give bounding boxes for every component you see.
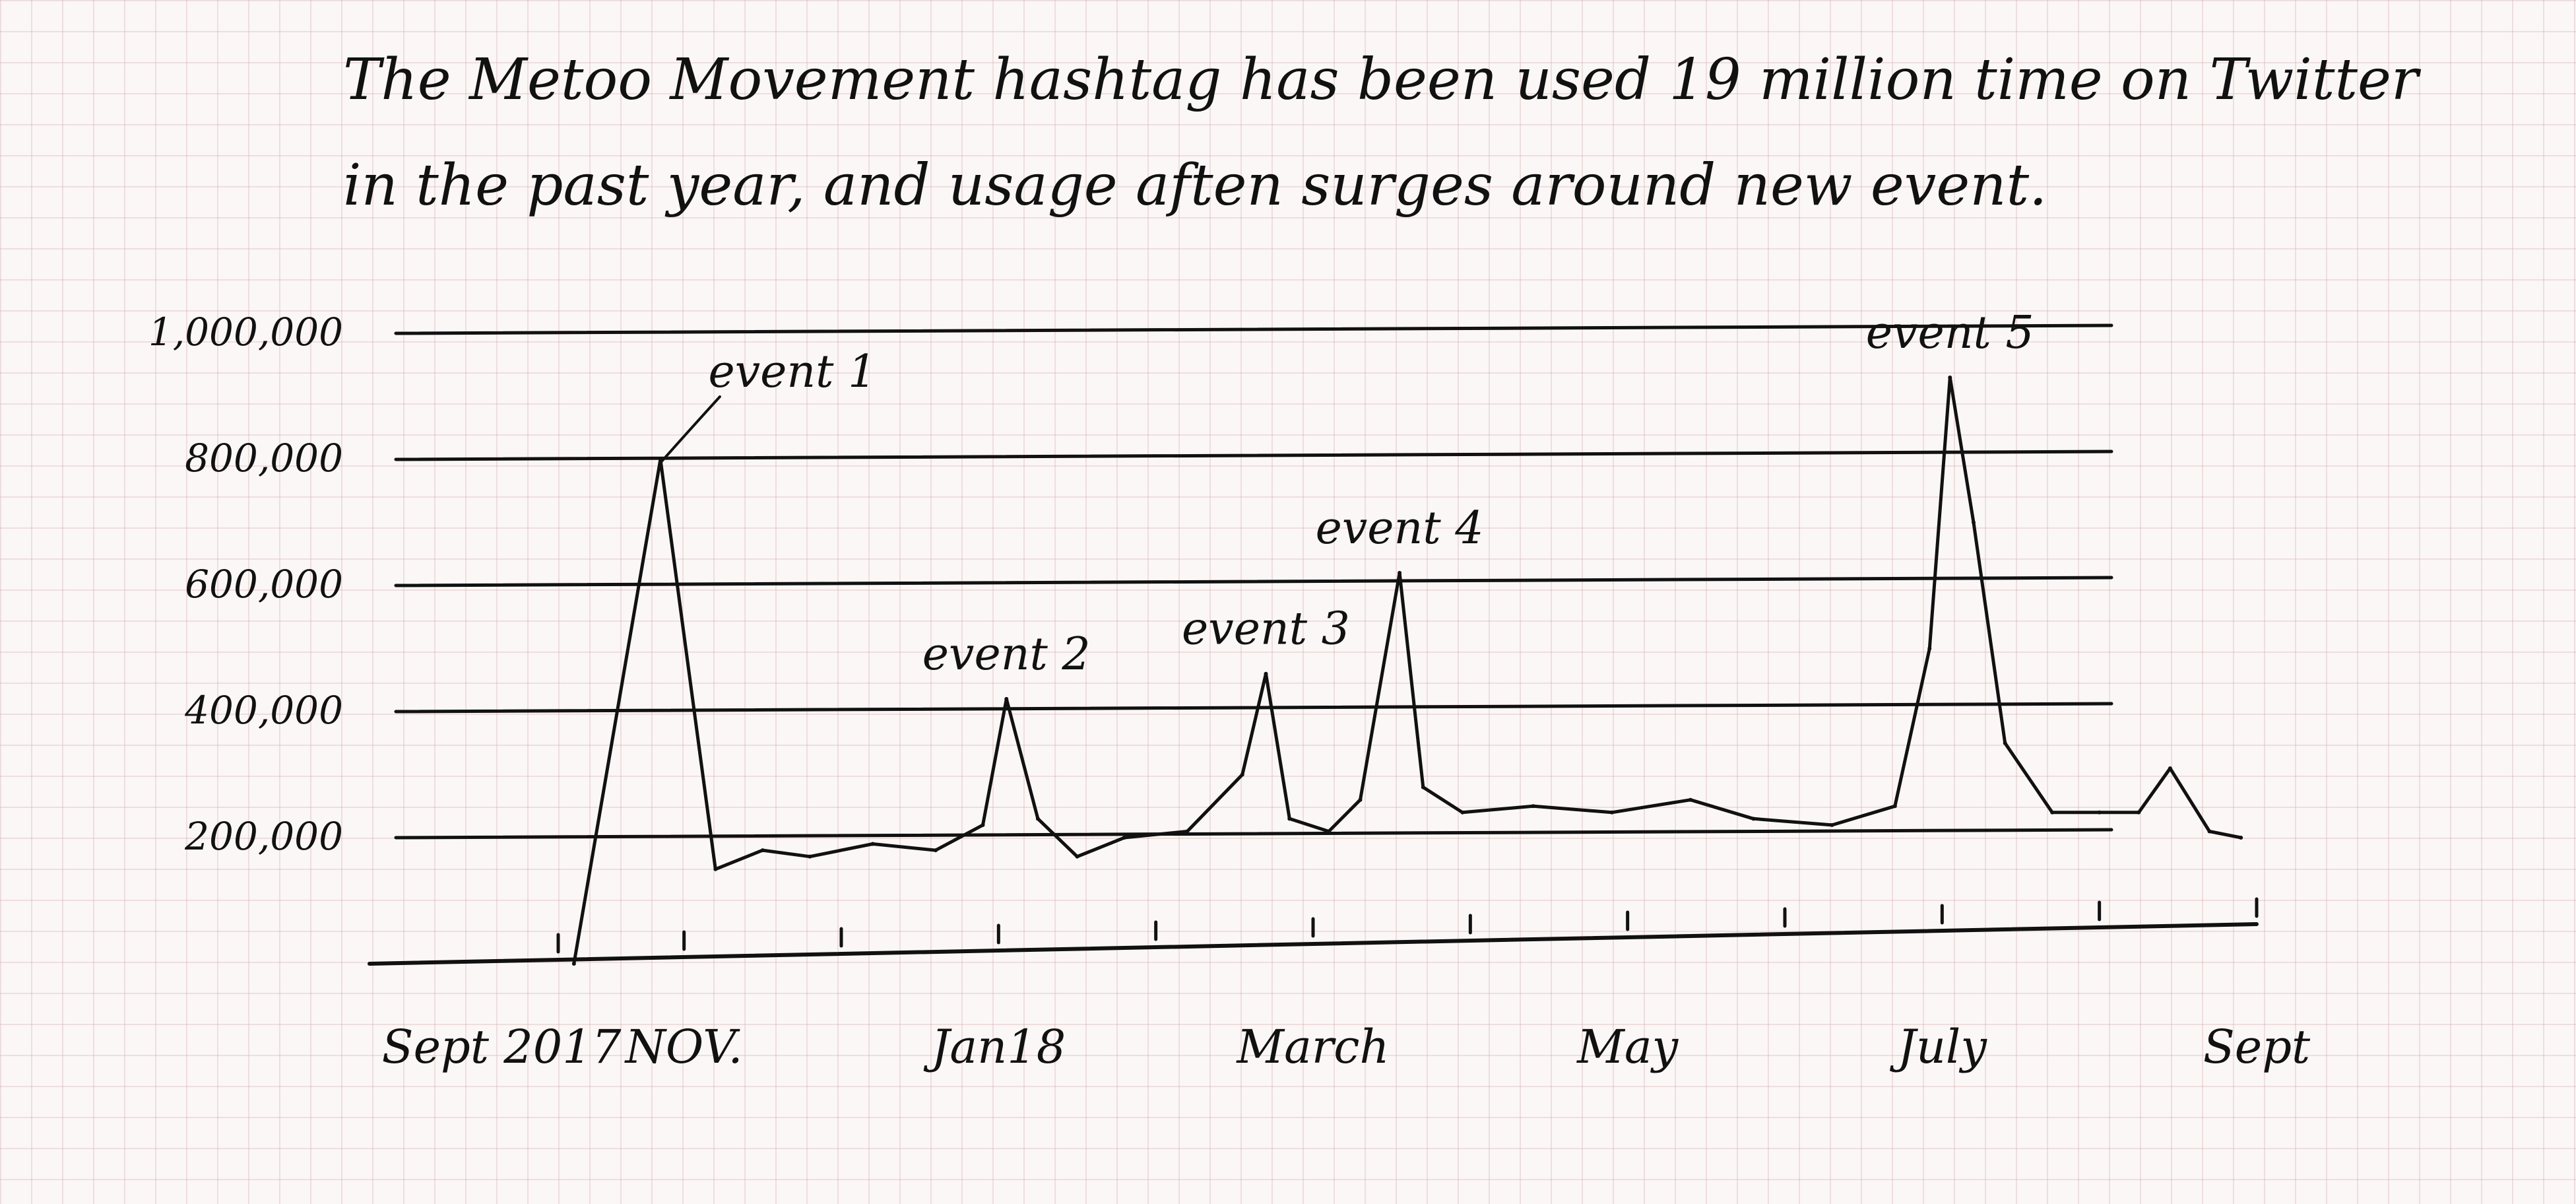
- x-tick-label: Jan18: [923, 1020, 1066, 1074]
- data-point: [1927, 646, 1932, 651]
- data-point: [2168, 766, 2172, 770]
- y-tick-label: 1,000,000: [148, 310, 343, 354]
- data-point: [571, 962, 576, 966]
- data-point: [808, 854, 812, 859]
- data-point: [1892, 804, 1897, 809]
- data-point: [981, 822, 985, 827]
- annotation-leader: [659, 395, 721, 464]
- annotation-label: event 2: [922, 628, 1091, 681]
- data-point: [1830, 822, 1834, 827]
- data-point: [1689, 797, 1692, 802]
- annotation-label: event 4: [1316, 502, 1484, 554]
- data-point: [1004, 696, 1009, 701]
- data-point: [2137, 810, 2141, 815]
- gridline-200,000: [394, 828, 2113, 840]
- y-tick-label: 800,000: [185, 436, 343, 481]
- data-point: [2050, 810, 2055, 815]
- x-axis-line: [368, 922, 2259, 966]
- data-point: [2239, 836, 2243, 840]
- x-tick-label: March: [1235, 1020, 1389, 1074]
- annotation-label: event 3: [1182, 603, 1350, 655]
- data-point: [1358, 797, 1363, 802]
- data-point: [1948, 375, 1952, 380]
- gridline-1,000,000: [394, 323, 2113, 335]
- data-point: [1460, 810, 1465, 815]
- data-point: [2003, 741, 2007, 745]
- data-point: [934, 848, 938, 853]
- data-point: [1035, 817, 1040, 821]
- event-annotations: event 1 event 2 event 3 event 4 event 5: [659, 307, 2034, 681]
- data-point: [1531, 804, 1535, 809]
- line-series: [571, 375, 2243, 966]
- y-tick-labels: 200,000 400,000 600,000 800,000 1,000,000: [148, 310, 343, 859]
- data-point: [1287, 817, 1292, 821]
- x-axis: [368, 897, 2259, 966]
- data-point: [1075, 854, 1079, 859]
- x-tick-label: NOV.: [624, 1020, 743, 1074]
- data-point: [1398, 570, 1402, 575]
- x-tick-label: July: [1890, 1020, 1988, 1074]
- gridline-800,000: [394, 450, 2113, 461]
- data-point: [713, 867, 718, 871]
- data-point: [1609, 810, 1614, 815]
- data-point: [1185, 829, 1190, 834]
- data-point: [1326, 829, 1331, 834]
- annotation-label: event 1: [708, 346, 876, 398]
- chart-title-line-2: in the past year, and usage aften surges…: [343, 152, 2047, 218]
- y-tick-label: 200,000: [184, 814, 343, 859]
- x-tick-label: Sept 2017: [382, 1020, 622, 1074]
- data-point: [2207, 829, 2212, 834]
- data-point: [870, 842, 875, 846]
- x-tick-labels: Sept 2017 NOV. Jan18 March May July Sept: [382, 1020, 2311, 1074]
- chart-title-line-1: The Metoo Movement hashtag has been used…: [343, 47, 2422, 113]
- data-point: [760, 848, 765, 853]
- data-point: [1264, 671, 1268, 676]
- data-point: [1421, 785, 1425, 789]
- y-gridlines: [394, 323, 2113, 840]
- y-tick-label: 600,000: [185, 562, 343, 607]
- data-point: [2097, 810, 2102, 815]
- data-point: [1240, 772, 1244, 777]
- data-point: [1972, 520, 1976, 525]
- data-point: [1122, 836, 1126, 840]
- gridline-400,000: [394, 702, 2113, 714]
- data-point: [1751, 817, 1756, 821]
- series-line-0: [572, 376, 2243, 966]
- annotation-label: event 5: [1866, 307, 2034, 359]
- x-tick-label: May: [1576, 1020, 1679, 1074]
- gridline-600,000: [394, 576, 2113, 587]
- x-tick-label: Sept: [2203, 1020, 2311, 1074]
- y-tick-label: 400,000: [184, 688, 343, 733]
